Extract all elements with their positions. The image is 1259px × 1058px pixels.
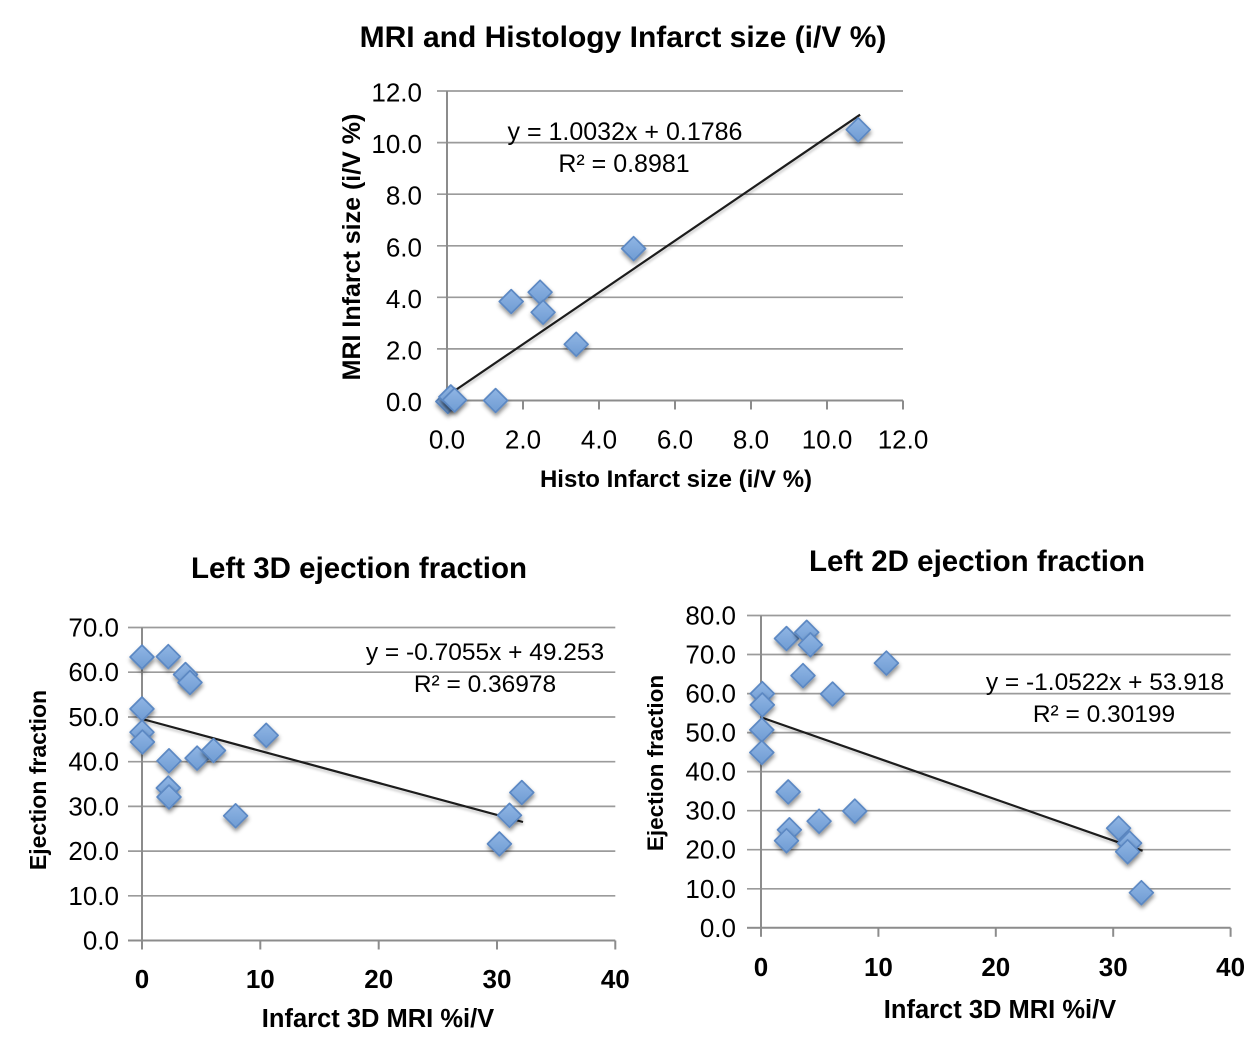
svg-text:8.0: 8.0	[733, 425, 769, 455]
svg-text:R² = 0.30199: R² = 0.30199	[1033, 701, 1175, 728]
svg-text:40: 40	[1216, 952, 1245, 982]
svg-text:R² = 0.8981: R² = 0.8981	[558, 150, 689, 178]
svg-text:50.0: 50.0	[68, 702, 119, 732]
svg-text:70.0: 70.0	[68, 613, 119, 643]
svg-text:50.0: 50.0	[685, 718, 736, 748]
svg-text:10.0: 10.0	[685, 874, 736, 904]
svg-text:30: 30	[483, 964, 512, 994]
svg-text:MRI Infarct size (i/V %): MRI Infarct size (i/V %)	[338, 114, 366, 381]
svg-text:40: 40	[601, 964, 630, 994]
svg-text:10.0: 10.0	[371, 129, 422, 159]
svg-text:2.0: 2.0	[386, 335, 422, 365]
svg-text:0.0: 0.0	[700, 913, 736, 943]
svg-text:30: 30	[1099, 952, 1128, 982]
svg-text:10.0: 10.0	[68, 881, 119, 911]
svg-text:y = -0.7055x + 49.253: y = -0.7055x + 49.253	[366, 639, 604, 666]
svg-text:10.0: 10.0	[802, 425, 853, 455]
svg-text:80.0: 80.0	[685, 601, 736, 631]
svg-text:10: 10	[864, 952, 893, 982]
svg-text:Left 2D ejection fraction: Left 2D ejection fraction	[809, 545, 1145, 578]
svg-text:20.0: 20.0	[68, 836, 119, 866]
svg-text:0.0: 0.0	[429, 425, 465, 455]
svg-text:40.0: 40.0	[68, 747, 119, 777]
svg-text:0: 0	[754, 952, 768, 982]
svg-text:60.0: 60.0	[685, 679, 736, 709]
svg-text:6.0: 6.0	[657, 425, 693, 455]
svg-text:4.0: 4.0	[386, 284, 422, 314]
svg-text:70.0: 70.0	[685, 640, 736, 670]
svg-text:Histo Infarct size (i/V %): Histo Infarct size (i/V %)	[540, 466, 812, 493]
svg-text:60.0: 60.0	[68, 657, 119, 687]
svg-text:0.0: 0.0	[386, 387, 422, 417]
svg-text:0: 0	[135, 964, 149, 994]
svg-text:Ejection fraction: Ejection fraction	[25, 690, 51, 870]
svg-text:2.0: 2.0	[505, 425, 541, 455]
svg-text:R² = 0.36978: R² = 0.36978	[414, 671, 556, 698]
svg-text:4.0: 4.0	[581, 425, 617, 455]
svg-text:Ejection fraction: Ejection fraction	[643, 675, 668, 851]
svg-text:8.0: 8.0	[386, 181, 422, 211]
svg-text:40.0: 40.0	[685, 757, 736, 787]
svg-text:12.0: 12.0	[878, 425, 929, 455]
svg-text:MRI and Histology Infarct size: MRI and Histology Infarct size (i/V %)	[360, 21, 887, 54]
svg-text:y = -1.0522x + 53.918: y = -1.0522x + 53.918	[986, 669, 1224, 696]
svg-text:10: 10	[246, 964, 275, 994]
svg-text:y = 1.0032x + 0.1786: y = 1.0032x + 0.1786	[508, 118, 743, 146]
svg-text:6.0: 6.0	[386, 232, 422, 262]
svg-text:Infarct 3D MRI %i/V: Infarct 3D MRI %i/V	[884, 996, 1116, 1024]
svg-text:Infarct 3D MRI %i/V: Infarct 3D MRI %i/V	[262, 1005, 494, 1033]
svg-text:20.0: 20.0	[685, 835, 736, 865]
svg-text:12.0: 12.0	[371, 78, 422, 108]
svg-text:0.0: 0.0	[83, 926, 119, 956]
svg-text:30.0: 30.0	[68, 791, 119, 821]
svg-text:20: 20	[364, 964, 393, 994]
svg-text:30.0: 30.0	[685, 796, 736, 826]
svg-text:Left 3D ejection fraction: Left 3D ejection fraction	[191, 552, 527, 585]
svg-text:20: 20	[981, 952, 1010, 982]
